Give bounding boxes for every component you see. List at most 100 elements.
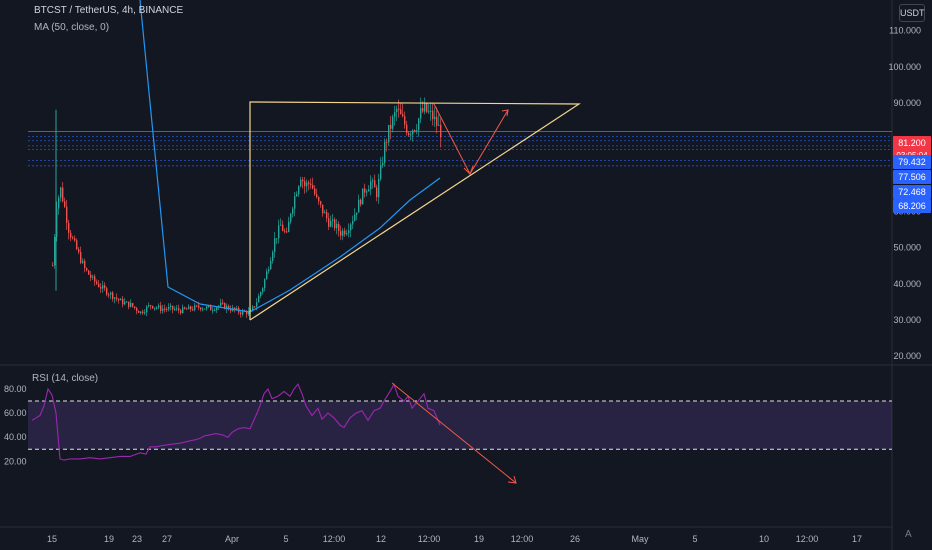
price-label-text: 81.200 xyxy=(898,138,926,148)
candle-body xyxy=(230,309,232,311)
candle-body xyxy=(350,224,352,231)
candle-body xyxy=(76,240,78,250)
candle-body xyxy=(56,208,58,237)
candle-body xyxy=(428,111,430,113)
candle-body xyxy=(88,270,90,275)
price-tick-label: 100.000 xyxy=(888,62,921,72)
candle-body xyxy=(384,141,386,163)
candle-body xyxy=(148,305,150,307)
price-label-text: 79.432 xyxy=(898,157,926,167)
candle-body xyxy=(398,108,400,110)
candle-body xyxy=(320,201,322,205)
candle-body xyxy=(408,132,410,136)
candle-body xyxy=(194,305,196,310)
candle-body xyxy=(380,165,382,179)
candle-body xyxy=(356,212,358,215)
candle-body xyxy=(298,186,300,195)
time-tick-label: 15 xyxy=(47,534,57,544)
candle-body xyxy=(438,124,440,126)
candle-body xyxy=(108,294,110,296)
candle-body xyxy=(184,307,186,309)
candle-body xyxy=(144,312,146,314)
candle-body xyxy=(288,221,290,233)
candle-body xyxy=(246,311,248,315)
candle-body xyxy=(396,108,398,113)
candle-body xyxy=(188,306,190,310)
candle-body xyxy=(106,288,108,295)
candle-body xyxy=(258,295,260,303)
candle-body xyxy=(66,206,68,223)
candle-body xyxy=(336,223,338,229)
candle-body xyxy=(278,225,280,239)
candle-body xyxy=(138,310,140,313)
auto-scale-button[interactable]: A xyxy=(905,529,912,540)
candle-body xyxy=(390,124,392,129)
candle-body xyxy=(378,178,380,198)
candle-body xyxy=(250,310,252,312)
candle-body xyxy=(264,279,266,289)
candle-body xyxy=(364,188,366,193)
candle-body xyxy=(424,103,426,112)
candle-body xyxy=(112,292,114,299)
candle-body xyxy=(270,260,272,270)
candle-body xyxy=(410,134,412,136)
candle-body xyxy=(134,306,136,309)
candle-body xyxy=(146,306,148,313)
candle-body xyxy=(60,187,62,198)
rsi-band-fill xyxy=(28,401,892,450)
candle-body xyxy=(368,189,370,192)
time-tick-label: 12:00 xyxy=(323,534,346,544)
time-tick-label: 12:00 xyxy=(418,534,441,544)
candle-body xyxy=(220,302,222,306)
price-label-text: 72.468 xyxy=(898,187,926,197)
candle-body xyxy=(128,301,130,307)
candle-body xyxy=(418,118,420,131)
moving-average-line xyxy=(139,0,441,313)
candle-body xyxy=(402,114,404,117)
candle-body xyxy=(100,287,102,289)
candle-body xyxy=(192,309,194,311)
candle-body xyxy=(344,230,346,235)
time-tick-label: Apr xyxy=(225,534,239,544)
price-label-box xyxy=(893,199,931,213)
candle-body xyxy=(178,308,180,311)
arrow-head xyxy=(463,165,474,175)
candle-body xyxy=(104,285,106,289)
candle-body xyxy=(132,303,134,307)
candle-body xyxy=(204,308,206,310)
candle-body xyxy=(164,308,166,310)
candle-body xyxy=(102,285,104,289)
candle-body xyxy=(72,237,74,239)
candle-body xyxy=(308,182,310,184)
candle-body xyxy=(324,212,326,214)
price-label-text: 77.506 xyxy=(898,172,926,182)
candle-body xyxy=(284,230,286,232)
currency-button[interactable]: USDT xyxy=(899,4,925,22)
candle-body xyxy=(226,305,228,309)
candle-body xyxy=(412,130,414,135)
candle-body xyxy=(318,197,320,202)
time-tick-label: 19 xyxy=(474,534,484,544)
candle-body xyxy=(432,110,434,120)
candle-body xyxy=(300,179,302,187)
time-tick-label: 12 xyxy=(376,534,386,544)
candle-body xyxy=(52,265,54,267)
price-label-box xyxy=(893,155,931,169)
time-tick-label: May xyxy=(631,534,649,544)
candle-body xyxy=(430,110,432,112)
candle-body xyxy=(170,305,172,307)
candle-body xyxy=(74,238,76,241)
candle-body xyxy=(358,199,360,213)
candle-body xyxy=(162,308,164,311)
candle-body xyxy=(96,281,98,284)
symbol-title: BTCST / TetherUS, 4h, BINANCE xyxy=(34,5,184,16)
price-tick-label: 30.000 xyxy=(893,315,921,325)
candle-body xyxy=(328,218,330,227)
candle-body xyxy=(268,269,270,272)
candle-body xyxy=(82,260,84,263)
candle-body xyxy=(422,108,424,112)
candle-body xyxy=(332,219,334,222)
candle-body xyxy=(160,305,162,311)
candle-body xyxy=(174,309,176,311)
